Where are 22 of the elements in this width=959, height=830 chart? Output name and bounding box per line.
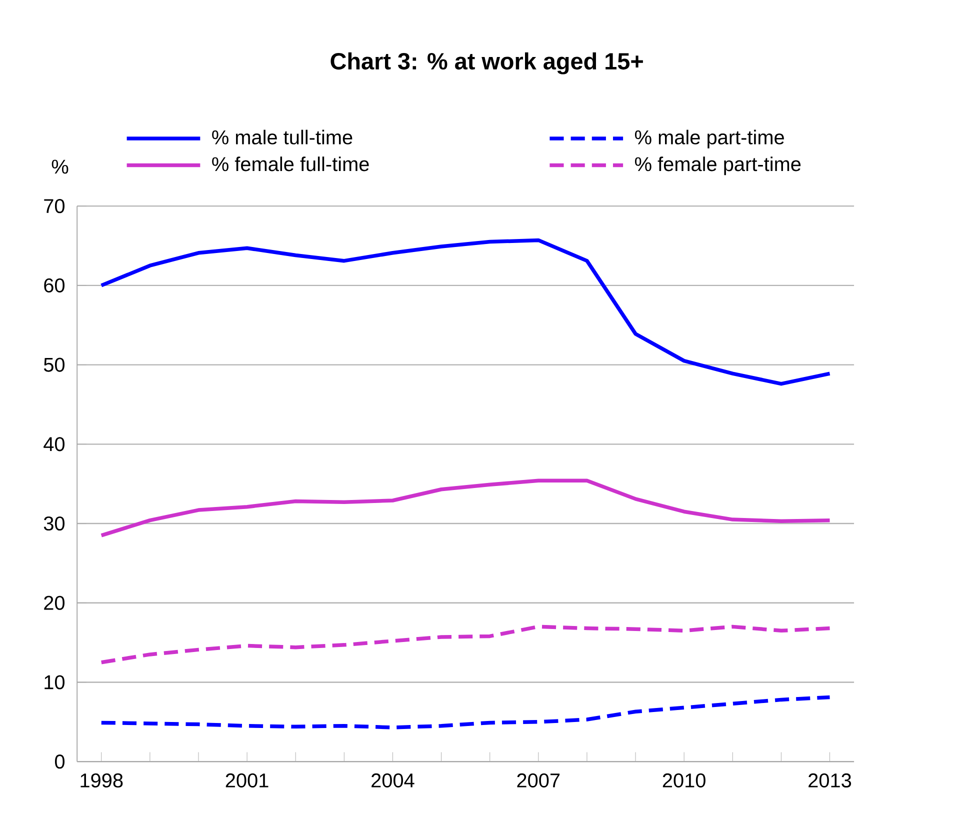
x-tick-label: 2010: [662, 773, 706, 788]
legend-label: % female full-time: [212, 156, 369, 172]
line-series: [99, 238, 832, 386]
y-tick-label: 0: [54, 754, 65, 768]
y-tick-label: 60: [44, 278, 65, 292]
y-tick-label: 40: [44, 436, 65, 452]
legend-label: % female part-time: [635, 156, 801, 175]
x-tick-label: 2004: [372, 773, 414, 788]
legend-label: % male tull-time: [212, 130, 352, 144]
line-series: [99, 478, 832, 538]
y-tick-label: 70: [44, 198, 65, 213]
y-axis-title: %: [52, 160, 68, 174]
y-tick-label: 30: [44, 516, 65, 530]
y-tick-label: 50: [44, 358, 65, 372]
y-tick-label: 20: [44, 596, 65, 610]
legend-label: % male part-time: [635, 130, 784, 148]
x-tick-label: 2013: [808, 773, 852, 788]
x-tick-label: 2007: [517, 773, 560, 788]
y-tick-label: 10: [44, 675, 65, 690]
x-tick-label: 1998: [80, 773, 123, 788]
chart-title: Chart 3: % at work aged 15+: [330, 52, 643, 74]
x-tick-label: 2001: [226, 773, 268, 788]
